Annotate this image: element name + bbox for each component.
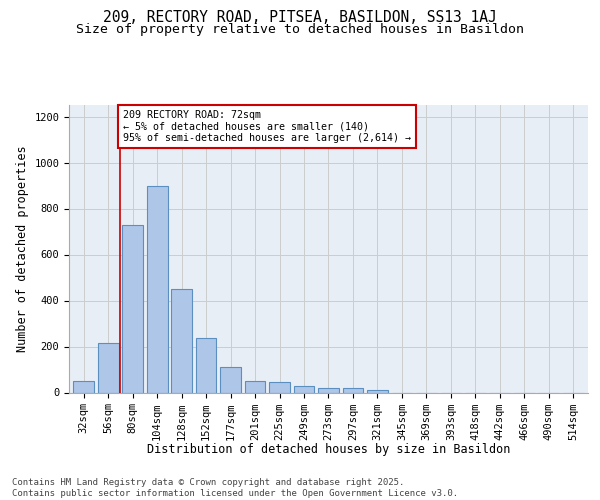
- Bar: [293, 386, 314, 392]
- Bar: [98, 343, 119, 392]
- Bar: [269, 382, 290, 392]
- Text: Distribution of detached houses by size in Basildon: Distribution of detached houses by size …: [147, 442, 511, 456]
- Text: 209, RECTORY ROAD, PITSEA, BASILDON, SS13 1AJ: 209, RECTORY ROAD, PITSEA, BASILDON, SS1…: [103, 10, 497, 25]
- Text: 209 RECTORY ROAD: 72sqm
← 5% of detached houses are smaller (140)
95% of semi-de: 209 RECTORY ROAD: 72sqm ← 5% of detached…: [124, 110, 412, 143]
- Bar: [171, 289, 192, 393]
- Bar: [318, 388, 339, 392]
- Bar: [367, 390, 388, 392]
- Bar: [147, 186, 167, 392]
- Y-axis label: Number of detached properties: Number of detached properties: [16, 146, 29, 352]
- Text: Size of property relative to detached houses in Basildon: Size of property relative to detached ho…: [76, 22, 524, 36]
- Bar: [122, 224, 143, 392]
- Bar: [343, 388, 364, 392]
- Bar: [220, 367, 241, 392]
- Bar: [73, 381, 94, 392]
- Bar: [245, 381, 265, 392]
- Bar: [196, 338, 217, 392]
- Text: Contains HM Land Registry data © Crown copyright and database right 2025.
Contai: Contains HM Land Registry data © Crown c…: [12, 478, 458, 498]
